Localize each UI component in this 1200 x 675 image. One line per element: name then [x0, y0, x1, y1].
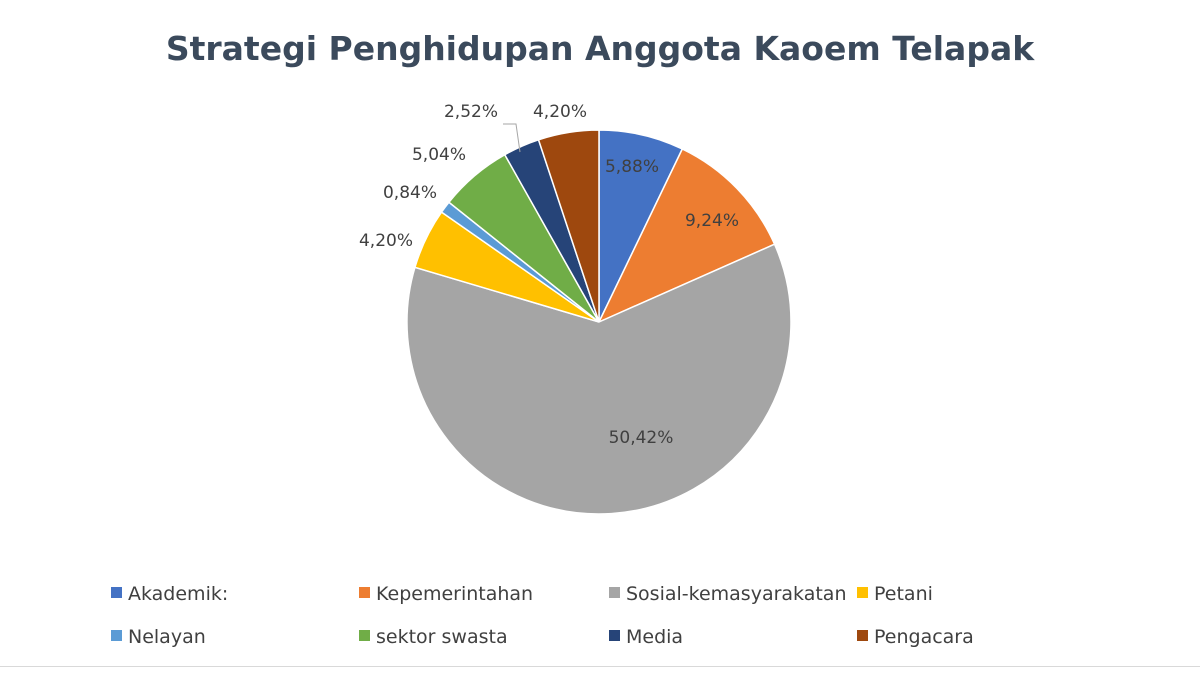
legend-item-sosial-kemasyarakatan: Sosial-kemasyarakatan — [609, 583, 847, 605]
data-label-nelayan: 0,84% — [383, 183, 437, 203]
leader-line-media — [503, 123, 521, 153]
legend-item-kepemerintahan: Kepemerintahan — [359, 583, 533, 605]
legend-label-sosial-kemasyarakatan: Sosial-kemasyarakatan — [626, 583, 847, 605]
bottom-divider — [0, 666, 1200, 667]
data-label-sektor-swasta: 5,04% — [412, 145, 466, 165]
pie-slices — [406, 129, 792, 515]
legend-label-akademik: Akademik: — [128, 583, 228, 605]
legend-item-media: Media — [609, 626, 683, 648]
data-label-media: 2,52% — [444, 102, 498, 122]
data-label-pengacara: 4,20% — [533, 102, 587, 122]
legend-swatch-petani — [857, 587, 868, 598]
legend-swatch-media — [609, 630, 620, 641]
legend-item-akademik: Akademik: — [111, 583, 228, 605]
legend-label-kepemerintahan: Kepemerintahan — [376, 583, 533, 605]
legend-label-sektor-swasta: sektor swasta — [376, 626, 508, 648]
chart-title: Strategi Penghidupan Anggota Kaoem Telap… — [166, 29, 1035, 68]
pie-slice-kepemerintahan — [597, 147, 776, 324]
data-label-sosial-kemasyarakatan: 50,42% — [609, 428, 674, 448]
legend-swatch-akademik — [111, 587, 122, 598]
legend-item-petani: Petani — [857, 583, 933, 605]
data-label-kepemerintahan: 9,24% — [685, 211, 739, 231]
leader-lines — [503, 123, 521, 153]
data-label-petani: 4,20% — [359, 231, 413, 251]
legend-swatch-nelayan — [111, 630, 122, 641]
legend: Akademik: Kepemerintahan Sosial-kemasyarak… — [111, 583, 974, 648]
legend-swatch-kepemerintahan — [359, 587, 370, 598]
slice-labels: 5,88% 9,24% 50,42% 4,20% 0,84% 5,04% 2,52% 4,20… — [359, 102, 739, 448]
legend-item-nelayan: Nelayan — [111, 626, 206, 648]
legend-label-pengacara: Pengacara — [874, 626, 974, 648]
data-label-akademik: 5,88% — [605, 157, 659, 177]
legend-label-petani: Petani — [874, 583, 933, 605]
legend-label-nelayan: Nelayan — [128, 626, 206, 648]
legend-item-pengacara: Pengacara — [857, 626, 974, 648]
legend-item-sektor-swasta: sektor swasta — [359, 626, 508, 648]
pie-slice-sosial-kemasyarakatan — [406, 243, 792, 515]
legend-swatch-sektor-swasta — [359, 630, 370, 641]
pie-slice-pengacara — [537, 129, 600, 323]
legend-swatch-pengacara — [857, 630, 868, 641]
legend-swatch-sosial-kemasyarakatan — [609, 587, 620, 598]
legend-label-media: Media — [626, 626, 683, 648]
